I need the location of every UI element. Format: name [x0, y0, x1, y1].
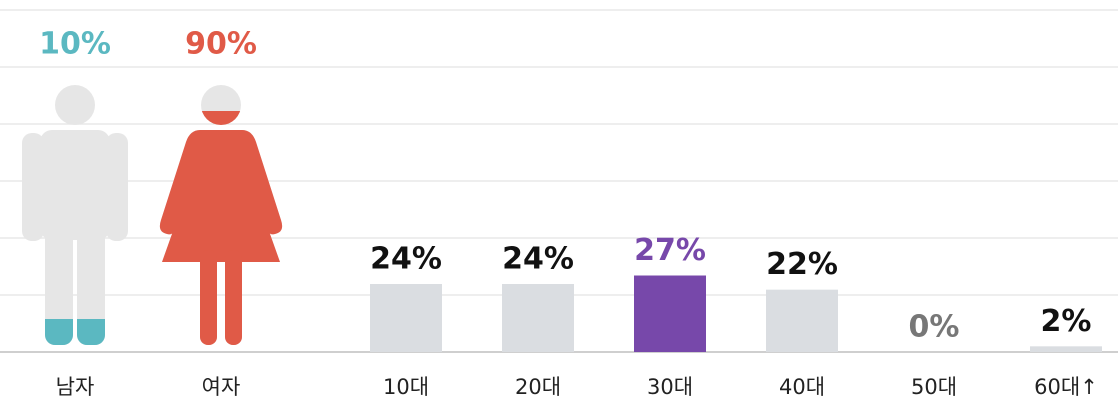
- category-label: 20대: [515, 375, 561, 399]
- bar: [766, 289, 838, 352]
- value-label: 90%: [185, 27, 257, 62]
- bar: [634, 275, 706, 352]
- category-label: 60대↑: [1034, 375, 1098, 399]
- value-label: 0%: [909, 310, 960, 345]
- value-label: 27%: [634, 233, 706, 268]
- value-label: 24%: [502, 242, 574, 277]
- value-label: 22%: [766, 247, 838, 282]
- category-label: 여자: [202, 375, 241, 399]
- category-label: 50대: [911, 375, 957, 399]
- category-label: 30대: [647, 375, 693, 399]
- category-label: 10대: [383, 375, 429, 399]
- bar: [502, 284, 574, 352]
- value-label: 24%: [370, 242, 442, 277]
- bar: [1030, 346, 1102, 352]
- value-label: 10%: [39, 27, 111, 62]
- category-label: 남자: [56, 375, 95, 399]
- bar: [370, 284, 442, 352]
- category-label: 40대: [779, 375, 825, 399]
- value-label: 2%: [1041, 304, 1092, 339]
